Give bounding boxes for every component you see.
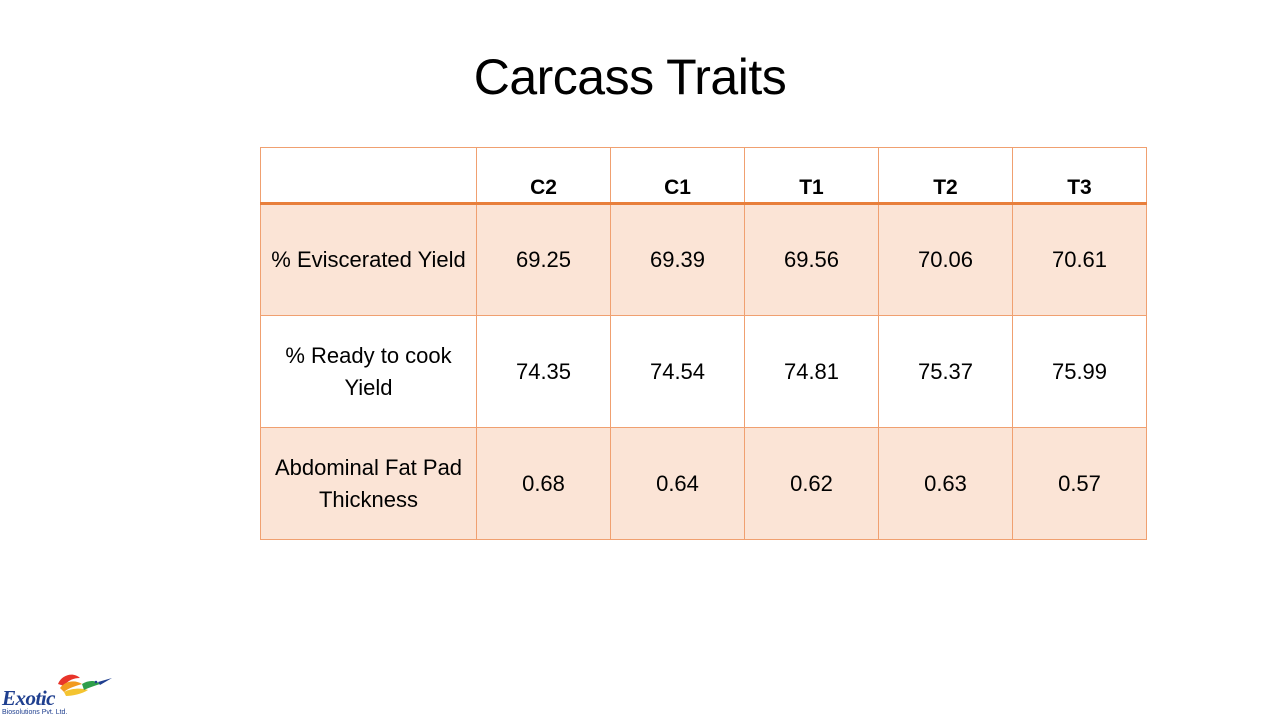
table-cell: 74.81 <box>744 315 879 428</box>
table-cell: 0.62 <box>744 427 879 540</box>
table-cell: 70.06 <box>878 203 1013 316</box>
logo-subtitle: Biosolutions Pvt. Ltd. <box>2 709 68 716</box>
corner-cell <box>260 147 477 205</box>
table-row: % Ready to cook Yield 74.35 74.54 74.81 … <box>260 315 1147 428</box>
table-cell: 74.35 <box>476 315 611 428</box>
table-cell: 69.25 <box>476 203 611 316</box>
column-header: T1 <box>744 147 879 205</box>
table-cell: 0.68 <box>476 427 611 540</box>
table-cell: 70.61 <box>1012 203 1147 316</box>
column-header: T3 <box>1012 147 1147 205</box>
table-cell: 0.63 <box>878 427 1013 540</box>
hummingbird-icon <box>58 674 112 696</box>
table-row: Abdominal Fat Pad Thickness 0.68 0.64 0.… <box>260 427 1147 540</box>
table-cell: 75.37 <box>878 315 1013 428</box>
table-cell: 75.99 <box>1012 315 1147 428</box>
table-row: % Eviscerated Yield 69.25 69.39 69.56 70… <box>260 203 1147 316</box>
column-header: T2 <box>878 147 1013 205</box>
table-cell: 0.57 <box>1012 427 1147 540</box>
slide-title: Carcass Traits <box>473 49 787 105</box>
row-label: Abdominal Fat Pad Thickness <box>260 427 477 540</box>
table-header-row: C2 C1 T1 T2 T3 <box>260 147 1147 205</box>
carcass-traits-table: C2 C1 T1 T2 T3 % Eviscerated Yield 69.25… <box>260 147 1147 540</box>
table-cell: 0.64 <box>610 427 745 540</box>
row-label: % Ready to cook Yield <box>260 315 477 428</box>
logo-wordmark: Exotic <box>2 686 56 710</box>
table-cell: 69.56 <box>744 203 879 316</box>
column-header: C2 <box>476 147 611 205</box>
column-header: C1 <box>610 147 745 205</box>
table-cell: 74.54 <box>610 315 745 428</box>
table-cell: 69.39 <box>610 203 745 316</box>
row-label: % Eviscerated Yield <box>260 203 477 316</box>
company-logo: Exotic Biosolutions Pvt. Ltd. <box>0 668 120 720</box>
